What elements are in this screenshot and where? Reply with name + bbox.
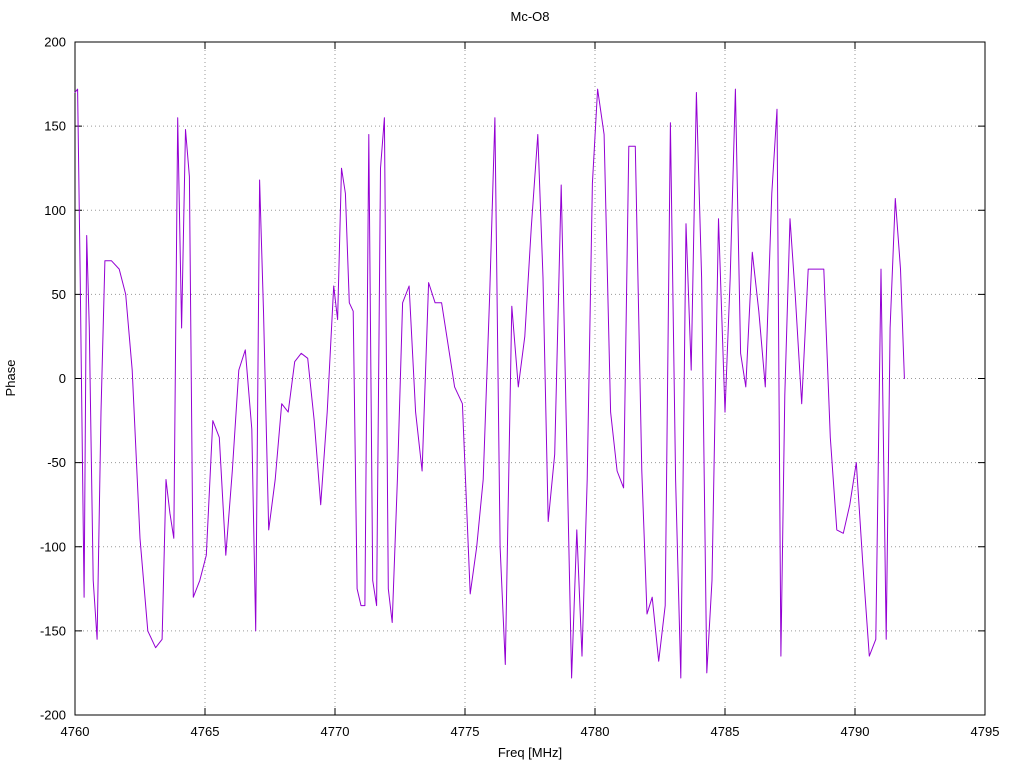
x-tick-label: 4795: [971, 724, 1000, 739]
x-axis-label: Freq [MHz]: [498, 745, 562, 760]
x-tick-label: 4785: [711, 724, 740, 739]
x-tick-label: 4770: [321, 724, 350, 739]
y-tick-label: -150: [40, 623, 66, 638]
y-tick-label: 50: [52, 287, 66, 302]
x-tick-label: 4760: [61, 724, 90, 739]
y-tick-label: -50: [47, 455, 66, 470]
y-tick-label: 150: [44, 119, 66, 134]
tick-marks: [74, 41, 986, 716]
x-tick-label: 4790: [841, 724, 870, 739]
x-tick-label: 4765: [191, 724, 220, 739]
x-tick-label: 4780: [581, 724, 610, 739]
y-tick-label: 200: [44, 35, 66, 50]
y-tick-label: -100: [40, 539, 66, 554]
tick-labels: 4760 4765 4770 4775 4780 4785 4790 4795 -200 -150…: [40, 35, 999, 740]
y-tick-label: 100: [44, 203, 66, 218]
y-tick-label: 0: [59, 371, 66, 386]
chart-title: Mc-O8: [511, 9, 550, 24]
y-axis-label: Phase: [3, 360, 18, 397]
y-tick-label: -200: [40, 708, 66, 723]
x-tick-label: 4775: [451, 724, 480, 739]
data-line: [74, 88, 905, 679]
